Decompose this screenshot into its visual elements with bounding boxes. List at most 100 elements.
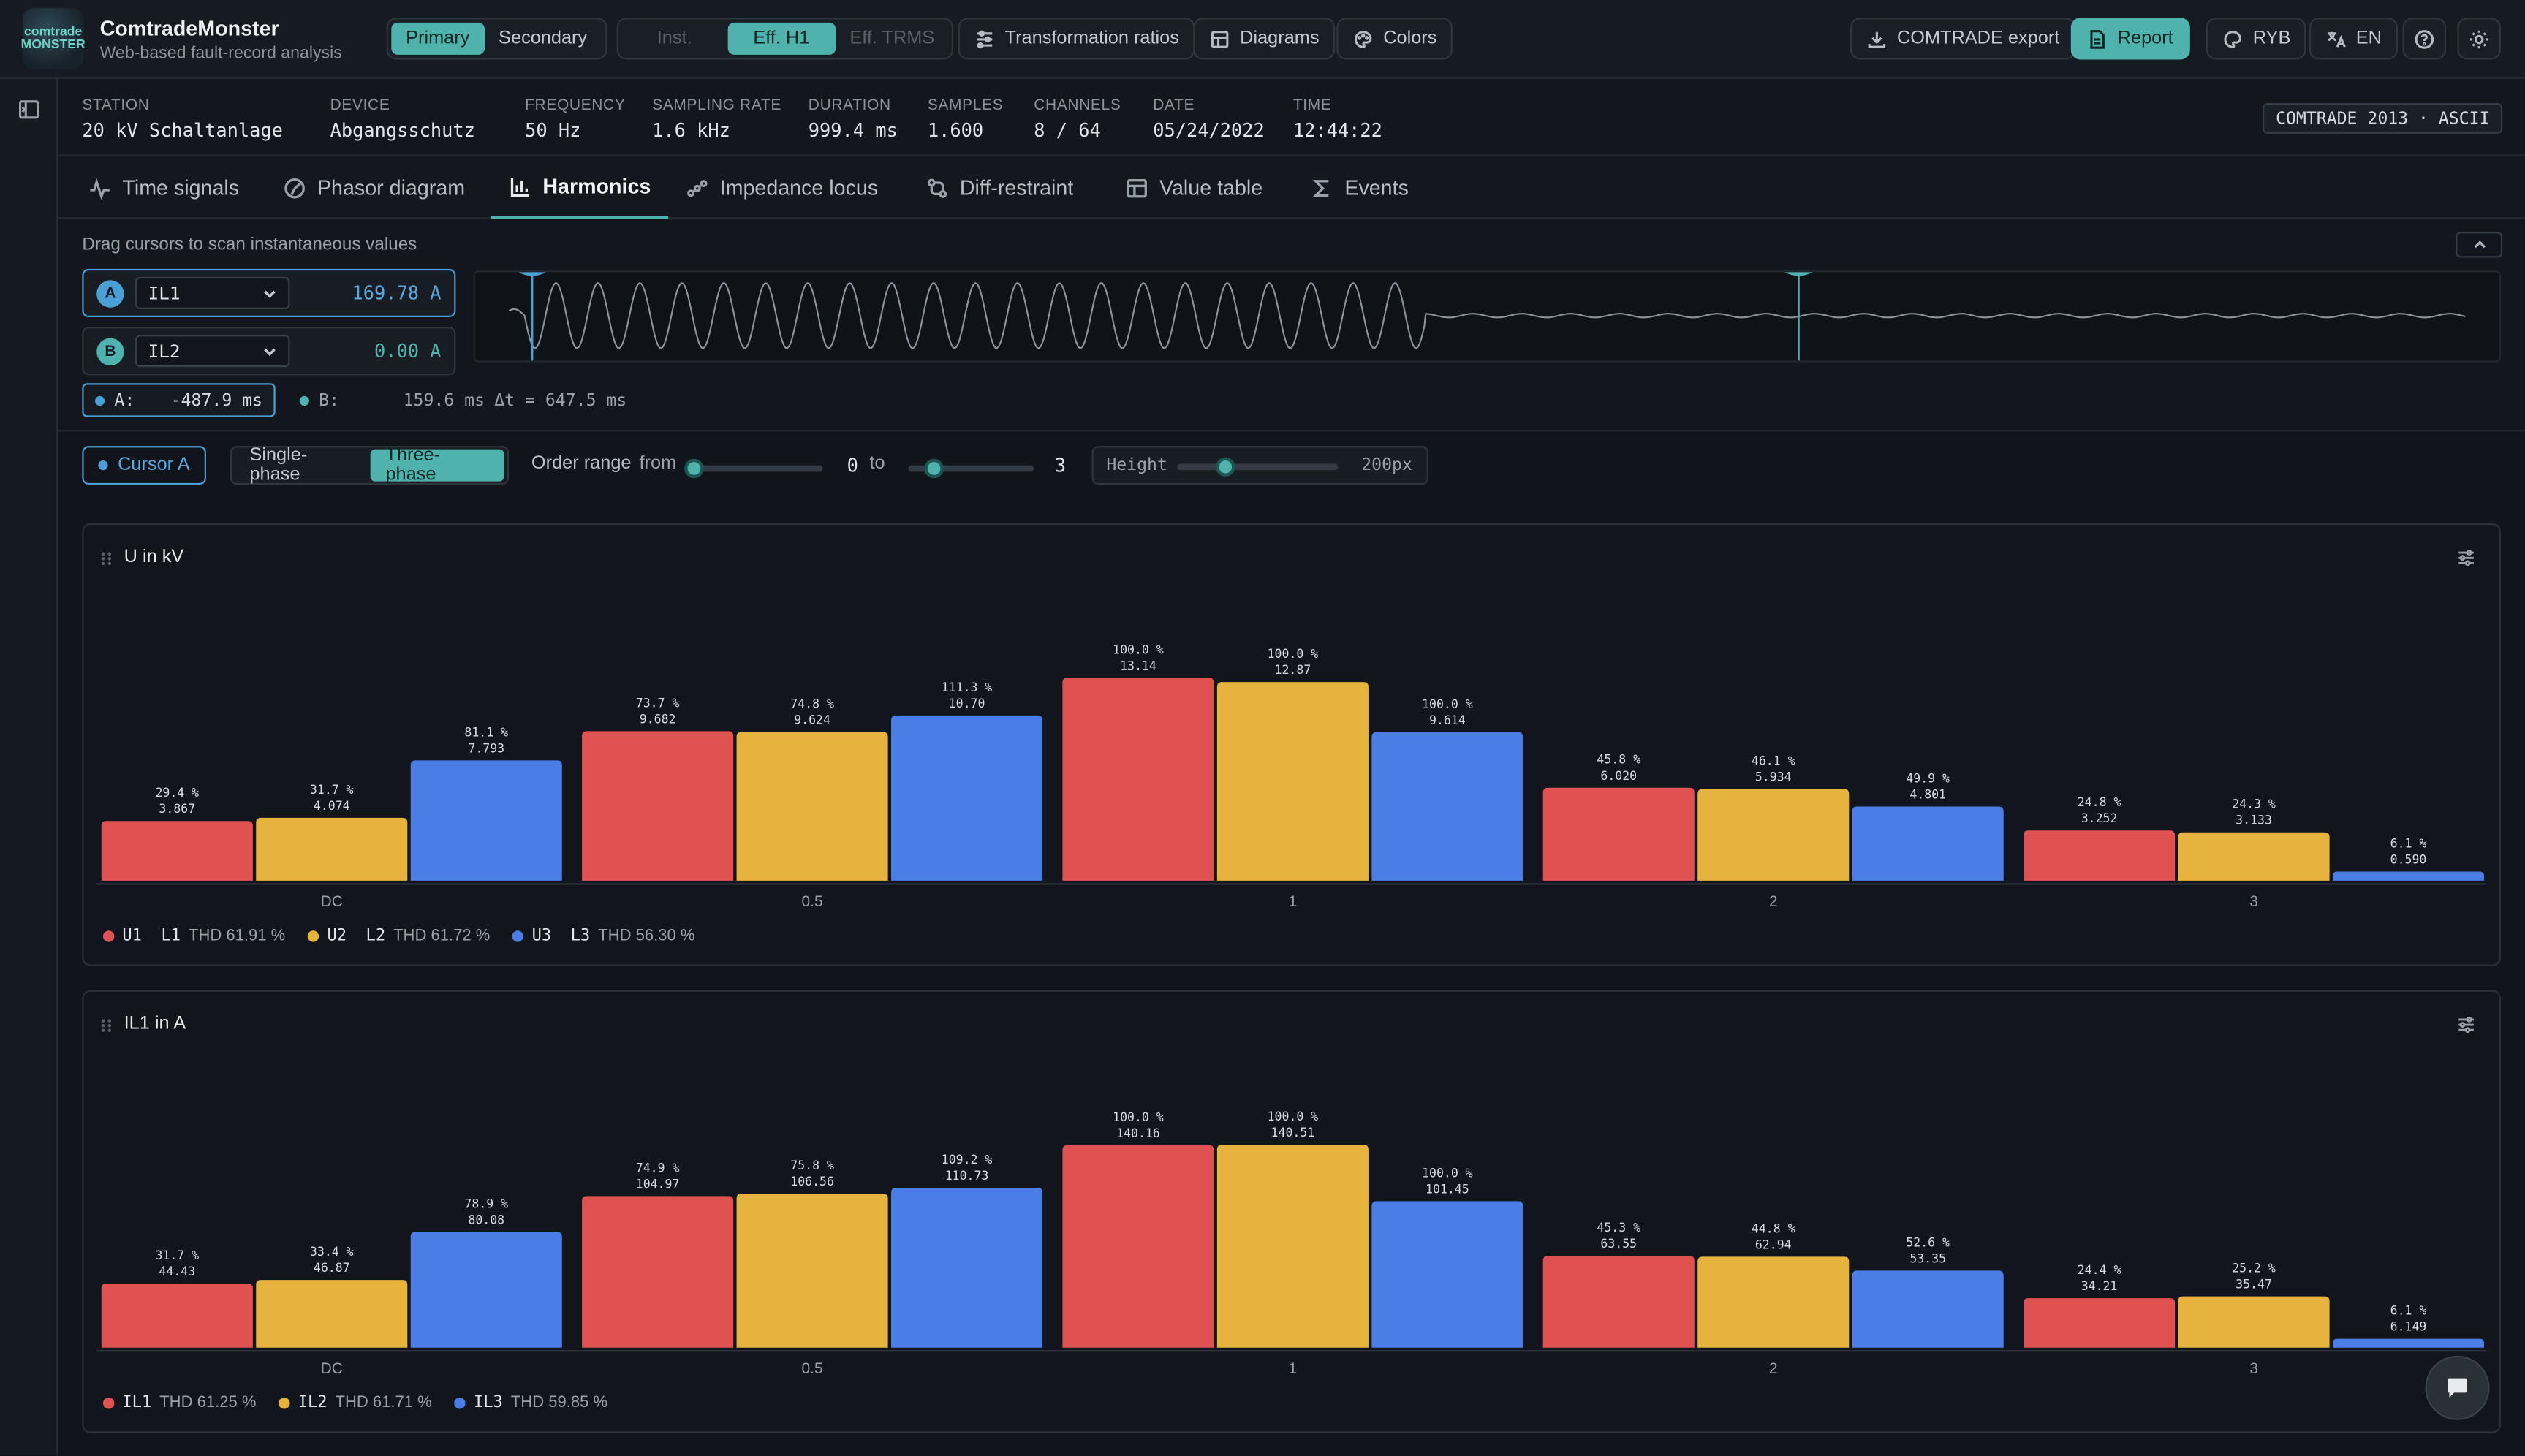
legend-item[interactable]: IL3 THD 59.85 % (454, 1395, 607, 1412)
legend-item[interactable]: IL1 THD 61.25 % (102, 1394, 257, 1412)
cursor-source-button[interactable]: Cursor A (82, 446, 206, 485)
order-from-slider-handle[interactable] (684, 458, 704, 479)
drag-handle-icon[interactable] (100, 1017, 113, 1034)
sun-icon (2469, 29, 2488, 48)
theme-toggle-button[interactable] (2457, 18, 2501, 60)
bar-u2-l2-1[interactable] (1216, 682, 1369, 881)
eff-h1-button[interactable]: Eff. H1 (727, 22, 836, 55)
order-from-slider[interactable] (684, 458, 823, 479)
comtrade-export-button[interactable]: COMTRADE export (1850, 18, 2076, 60)
collapse-button[interactable] (2456, 232, 2503, 258)
bar-percent-label: 100.0 % (1113, 642, 1164, 656)
diagrams-button[interactable]: Diagrams (1193, 18, 1336, 60)
bar-u2-l2-3[interactable] (2178, 832, 2330, 881)
sidebar-toggle-icon[interactable] (18, 98, 40, 121)
tab-diff-restraint[interactable]: Diff-restraint (926, 156, 1073, 219)
bar-percent-label: 111.3 % (942, 680, 993, 694)
bar-il2-0.5[interactable] (736, 1194, 888, 1348)
waveform-overview[interactable] (473, 270, 2501, 363)
legend-item[interactable]: IL2 THD 61.71 % (279, 1395, 432, 1412)
bar-percent-label: 52.6 % (1906, 1235, 1950, 1249)
primary-button[interactable]: Primary (391, 22, 485, 55)
tab-impedance-locus[interactable]: Impedance locus (686, 156, 878, 219)
bar-chart-icon (510, 177, 529, 197)
bar-u1-l1-2[interactable] (1542, 787, 1695, 881)
tab-events[interactable]: Events (1311, 156, 1409, 219)
secondary-button[interactable]: Secondary (499, 29, 588, 49)
bar-u1-l1-0.5[interactable] (582, 731, 734, 881)
legend-item[interactable]: U1 L1 THD 61.91 % (102, 928, 285, 945)
comtrade-export-label: COMTRADE export (1896, 29, 2060, 49)
transformation-ratios-label: Transformation ratios (1004, 29, 1179, 49)
cursor-b-channel-select[interactable]: IL2 (135, 335, 290, 368)
report-button[interactable]: Report (2070, 18, 2189, 60)
height-slider[interactable] (1177, 457, 1339, 477)
bar-il1-1[interactable] (1062, 1145, 1214, 1348)
bar-value-label: 53.35 (1909, 1251, 1946, 1265)
legend-thd: THD 61.25 % (159, 1394, 257, 1412)
tab-value-table[interactable]: Value table (1126, 156, 1262, 219)
cursor-a-time[interactable]: A: -487.9 ms (82, 383, 276, 417)
language-button[interactable]: EN (2309, 18, 2398, 60)
cursor-b-line-handle[interactable] (1784, 272, 1813, 276)
voltage-harmonics-card: U in kV 29.4 % 3.867 31.7 % 4.074 81.1 % 7.79… (82, 523, 2501, 966)
order-to-slider[interactable] (908, 458, 1034, 479)
bar-u3-l3-3[interactable] (2332, 871, 2485, 881)
tab-phasor-diagram[interactable]: Phasor diagram (284, 156, 465, 219)
bar-il3-0.5[interactable] (891, 1188, 1043, 1348)
legend-item[interactable]: U3 L3 THD 56.30 % (512, 928, 694, 945)
inst-button[interactable]: Inst. (656, 29, 692, 49)
bar-il1-DC[interactable] (101, 1283, 253, 1348)
chart-settings-icon[interactable] (2456, 1015, 2477, 1036)
bar-il1-2[interactable] (1542, 1256, 1695, 1348)
bar-il2-2[interactable] (1697, 1256, 1850, 1348)
chat-button[interactable] (2425, 1355, 2490, 1420)
help-button[interactable] (2402, 18, 2447, 60)
sigma-icon (1312, 179, 1329, 197)
bar-u2-l2-DC[interactable] (256, 817, 408, 881)
bar-il2-1[interactable] (1216, 1145, 1369, 1348)
bar-percent-label: 100.0 % (1422, 697, 1473, 711)
cursor-a-channel-select[interactable]: IL1 (135, 276, 290, 309)
bar-u3-l3-DC[interactable] (410, 760, 562, 881)
colors-button[interactable]: Colors (1336, 18, 1453, 60)
bar-il2-3[interactable] (2178, 1296, 2330, 1348)
bar-il1-0.5[interactable] (582, 1196, 734, 1348)
eff-trms-button[interactable]: Eff. TRMS (849, 29, 935, 49)
three-phase-button[interactable]: Three-phase (371, 446, 504, 485)
bar-u1-l1-DC[interactable] (101, 821, 253, 881)
chart-settings-icon[interactable] (2456, 547, 2477, 569)
x-tick-label: 3 (2249, 1360, 2258, 1377)
cursor-b-time[interactable]: B: 159.6 ms (299, 383, 485, 417)
frequency-key: FREQUENCY (525, 96, 626, 115)
order-to-slider-handle[interactable] (923, 458, 943, 479)
bar-il3-2[interactable] (1852, 1270, 2004, 1348)
height-slider-handle[interactable] (1216, 457, 1235, 477)
legend-item[interactable]: U2 L2 THD 61.72 % (308, 928, 490, 945)
bar-u1-l1-1[interactable] (1062, 678, 1214, 881)
bar-value-label: 46.87 (314, 1261, 350, 1275)
bar-u3-l3-1[interactable] (1371, 732, 1523, 881)
phase-colors-button[interactable]: RYB (2206, 18, 2307, 60)
single-phase-button[interactable]: Single-phase (249, 446, 308, 485)
transformation-ratios-button[interactable]: Transformation ratios (958, 18, 1195, 60)
bar-il3-1[interactable] (1371, 1201, 1523, 1348)
language-label: EN (2355, 29, 2382, 49)
drag-handle-icon[interactable] (100, 550, 113, 566)
bar-il3-DC[interactable] (410, 1232, 562, 1348)
bar-il1-3[interactable] (2024, 1298, 2176, 1348)
tab-time-signals[interactable]: Time signals (88, 156, 239, 219)
tab-harmonics[interactable]: Harmonics (491, 156, 669, 219)
bar-il3-3[interactable] (2332, 1338, 2485, 1348)
bar-u3-l3-2[interactable] (1852, 806, 2004, 881)
bar-value-label: 9.614 (1429, 713, 1466, 727)
bar-u1-l1-3[interactable] (2024, 830, 2176, 881)
cursor-a-line-handle[interactable] (518, 272, 547, 276)
cursor-hint: Drag cursors to scan instantaneous value… (82, 235, 417, 255)
x-tick-label: 0.5 (802, 893, 823, 910)
bar-il2-DC[interactable] (256, 1280, 408, 1348)
bar-u2-l2-0.5[interactable] (736, 732, 888, 881)
bar-u3-l3-0.5[interactable] (891, 715, 1043, 881)
bar-u2-l2-2[interactable] (1697, 789, 1850, 881)
bar-value-label: 3.867 (159, 802, 195, 816)
